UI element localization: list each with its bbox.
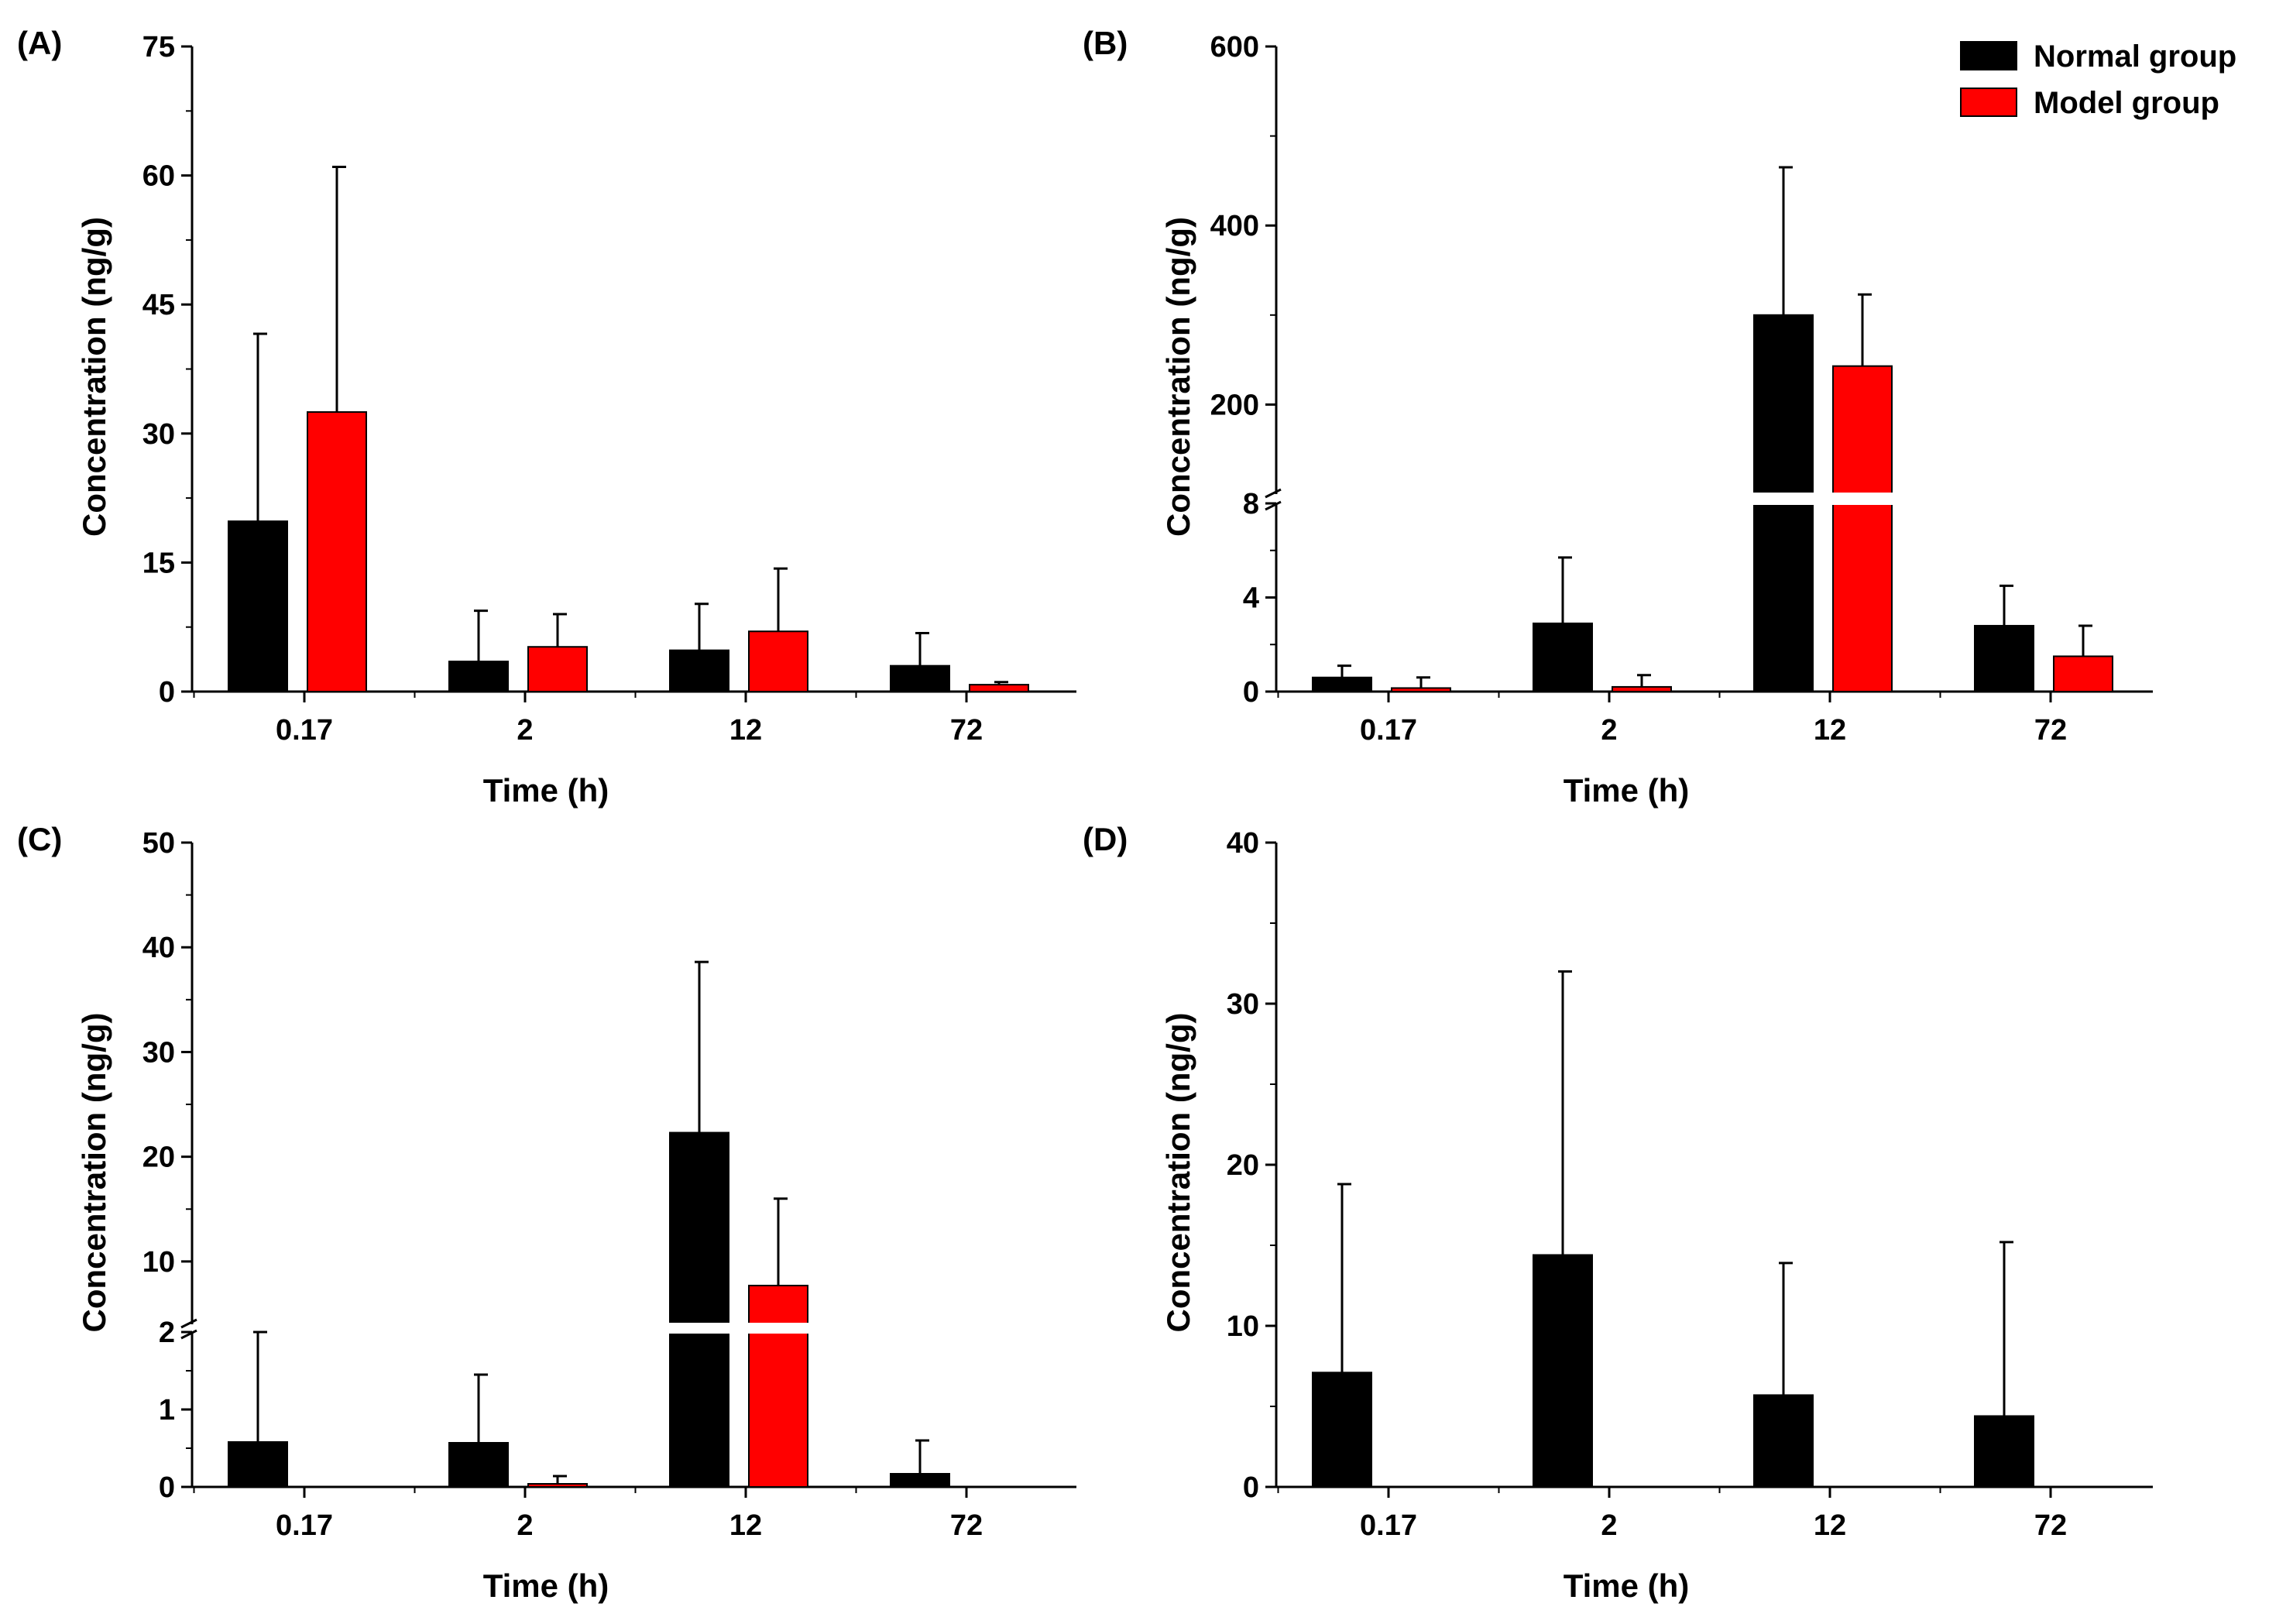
bar-break-gap (748, 1323, 808, 1334)
x-tick-label: 0.17 (1360, 1509, 1417, 1542)
y-tick-label: 10 (1227, 1310, 1259, 1343)
y-axis-label: Concentration (ng/g) (1160, 217, 1196, 537)
axis-break-mark (180, 1318, 197, 1329)
y-tick-label: 8 (1243, 488, 1259, 520)
x-tick-label: 0.17 (276, 714, 333, 747)
x-tick-label: 72 (950, 1509, 983, 1542)
bar-normal-72 (890, 664, 950, 692)
x-tick-label: 72 (2034, 714, 2067, 747)
bar-break-gap (1753, 493, 1814, 505)
bar-normal-0_17 (1312, 676, 1372, 693)
x-tick-label: 72 (2034, 1509, 2067, 1542)
y-axis-label: Concentration (ng/g) (76, 217, 112, 537)
bar-model-12 (1832, 365, 1893, 692)
y-tick-label: 0 (1243, 1471, 1259, 1504)
chart-panel-d: (D) 0 10 20 30 40 0.17 2 12 72 Time (h) Concentrati… (1083, 821, 2153, 1604)
x-tick-label: 0.17 (1360, 714, 1417, 747)
bar-model-0_17 (307, 411, 367, 692)
y-tick-label: 20 (142, 1142, 175, 1174)
bar-break-gap (1832, 493, 1893, 505)
axis-break-mark (180, 1329, 197, 1340)
y-tick-label: 60 (142, 160, 175, 193)
bar-normal-2 (1533, 622, 1593, 692)
y-tick-label: 50 (142, 827, 175, 860)
x-axis-label: Time (h) (483, 1567, 609, 1604)
chart-panel-a: (A) 0 15 30 45 60 75 0.17 2 12 72 Time (h) Concentra… (17, 25, 1076, 809)
y-tick-label: 0 (159, 676, 175, 709)
bar-model-72 (2053, 655, 2113, 692)
bar-normal-2 (1533, 1254, 1593, 1488)
x-axis-label: Time (h) (1564, 772, 1690, 809)
axis-break-mark (1265, 488, 1282, 499)
y-tick-label: 600 (1210, 31, 1259, 64)
y-tick-label: 2 (159, 1317, 175, 1349)
legend-label-normal-group: Normal group (2034, 39, 2236, 74)
y-tick-label: 45 (142, 289, 175, 321)
x-tick-label: 12 (729, 714, 762, 747)
x-tick-label: 0.17 (276, 1509, 333, 1542)
y-axis-label: Concentration (ng/g) (76, 1013, 112, 1333)
legend-swatch-normal-group (1960, 41, 2017, 70)
y-axis-label: Concentration (ng/g) (1160, 1013, 1196, 1333)
x-tick-label: 2 (1601, 1509, 1617, 1542)
y-tick-label: 0 (1243, 676, 1259, 709)
axis-break-mark (1265, 500, 1282, 511)
y-tick-label: 20 (1227, 1149, 1259, 1182)
x-axis-label: Time (h) (1564, 1567, 1690, 1604)
y-tick-label: 400 (1210, 210, 1259, 242)
bar-normal-0_17 (228, 1441, 288, 1488)
bar-model-12 (748, 1284, 808, 1488)
y-tick-label: 0 (159, 1471, 175, 1504)
y-tick-label: 30 (142, 418, 175, 451)
bar-model-2 (1612, 685, 1672, 692)
y-tick-label: 10 (142, 1246, 175, 1279)
bar-normal-2 (448, 661, 509, 692)
y-tick-label: 200 (1210, 389, 1259, 421)
bar-normal-12 (1753, 1394, 1814, 1488)
x-tick-label: 12 (1814, 714, 1846, 747)
x-tick-label: 2 (1601, 714, 1617, 747)
bar-model-0_17 (1391, 687, 1451, 692)
y-tick-label: 75 (142, 31, 175, 64)
bar-normal-72 (890, 1473, 950, 1488)
bar-normal-72 (1974, 624, 2034, 693)
legend-swatch-model-group (1960, 88, 2017, 117)
y-tick-label: 4 (1243, 582, 1259, 615)
y-tick-label: 30 (1227, 988, 1259, 1021)
bar-break-gap (669, 1323, 729, 1334)
x-tick-label: 2 (517, 1509, 533, 1542)
x-tick-label: 12 (1814, 1509, 1846, 1542)
panel-label: (D) (1083, 821, 1128, 857)
bar-normal-72 (1974, 1415, 2034, 1488)
bar-normal-2 (448, 1442, 509, 1488)
x-axis-label: Time (h) (483, 772, 609, 809)
y-tick-label: 30 (142, 1036, 175, 1069)
y-tick-label: 15 (142, 547, 175, 579)
bar-model-2 (527, 1483, 588, 1488)
x-tick-label: 2 (517, 714, 533, 747)
panel-label: (C) (17, 821, 62, 857)
y-tick-label: 40 (142, 932, 175, 964)
y-tick-label: 40 (1227, 827, 1259, 860)
legend-label-model-group: Model group (2034, 86, 2219, 120)
bar-model-2 (527, 646, 588, 693)
panel-label: (B) (1083, 25, 1128, 61)
bar-normal-0_17 (228, 520, 288, 693)
bar-normal-12 (669, 1131, 729, 1488)
chart-panel-b: (B) 0 4 8 200 400 600 0.17 2 12 72 Time (h) Concentr… (1083, 25, 2153, 809)
x-tick-label: 72 (950, 714, 983, 747)
bar-model-72 (969, 684, 1029, 693)
bar-normal-0_17 (1312, 1372, 1372, 1488)
y-tick-label: 1 (159, 1394, 175, 1427)
bar-normal-12 (669, 649, 729, 692)
bar-model-12 (748, 630, 808, 693)
x-tick-label: 12 (729, 1509, 762, 1542)
panel-label: (A) (17, 25, 62, 61)
legend: Normal group Model group (1960, 39, 2236, 120)
